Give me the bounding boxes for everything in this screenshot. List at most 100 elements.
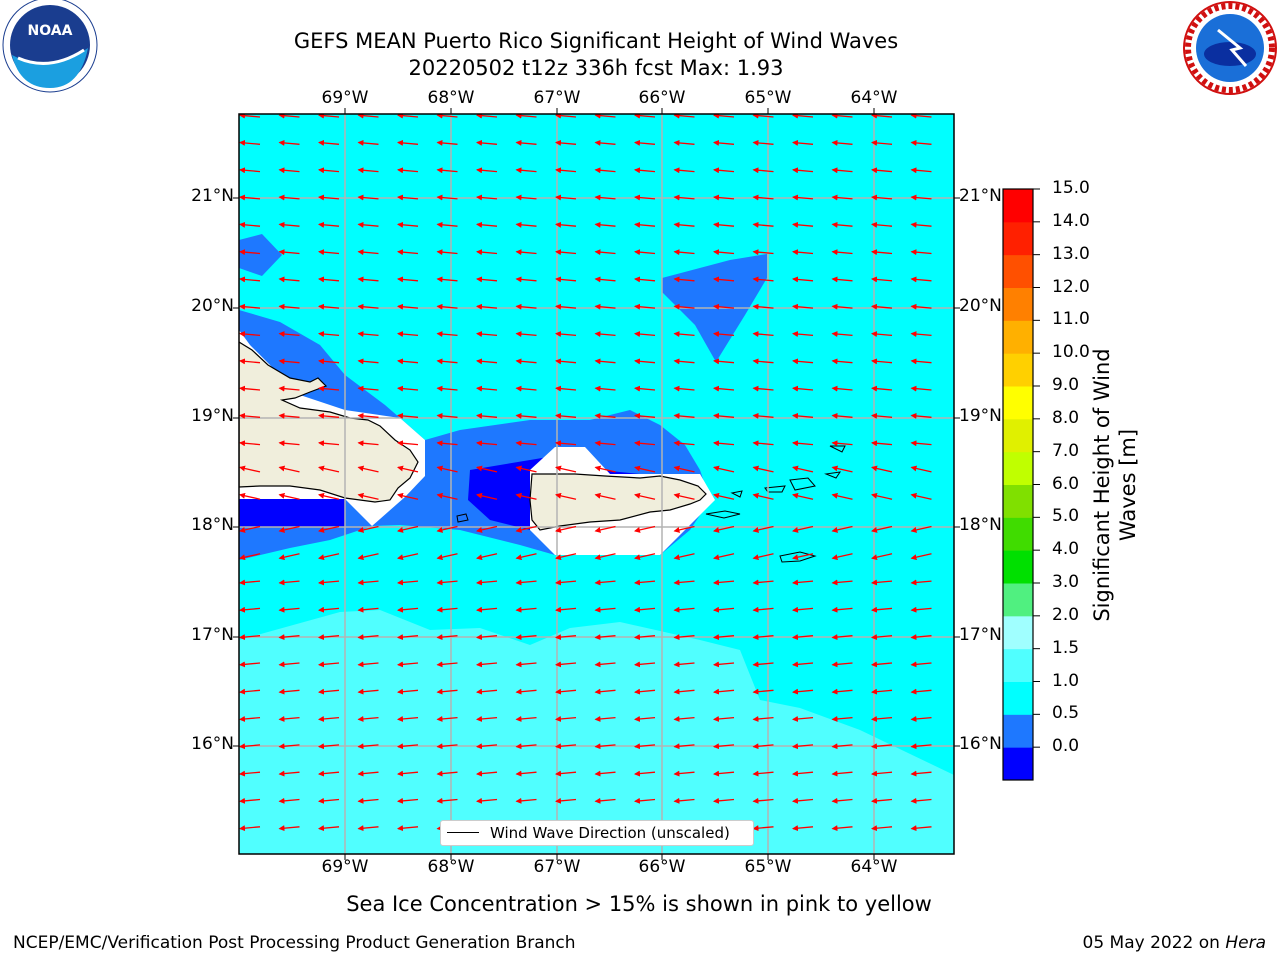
wind-wave-arrow: [634, 331, 656, 338]
wind-wave-arrow: [436, 114, 458, 119]
wind-wave-arrow: [397, 331, 419, 338]
wind-wave-arrow: [713, 385, 735, 392]
wind-wave-arrow: [357, 825, 379, 832]
wind-wave-arrow: [910, 167, 932, 174]
colorbar-segment: [1003, 714, 1033, 748]
wind-wave-arrow: [713, 606, 735, 613]
wind-wave-arrow: [318, 358, 340, 365]
wind-wave-arrow: [713, 358, 735, 365]
wind-wave-arrow: [239, 358, 261, 365]
colorbar-tick-label: 3.0: [1052, 572, 1080, 592]
wind-wave-arrow: [397, 715, 419, 722]
wind-wave-arrow: [436, 331, 458, 338]
wind-wave-arrow: [239, 688, 261, 695]
wind-wave-arrow: [634, 358, 656, 365]
wind-wave-arrow: [318, 770, 340, 777]
wind-wave-arrow: [239, 492, 261, 500]
wind-wave-arrow: [476, 221, 498, 228]
wind-wave-arrow: [318, 797, 340, 804]
wind-wave-arrow: [397, 167, 419, 174]
wind-wave-arrow: [673, 276, 695, 283]
lon-label-bottom: 67°W: [533, 857, 581, 877]
wind-wave-arrow: [278, 385, 300, 392]
wind-wave-arrow: [634, 465, 656, 473]
wind-wave-arrow: [476, 492, 498, 500]
wind-wave-arrow: [831, 661, 853, 668]
wind-wave-arrow: [397, 194, 419, 201]
wind-wave-arrow: [752, 440, 774, 447]
wind-wave-arrow: [436, 139, 458, 146]
wind-wave-arrow: [318, 525, 340, 533]
lon-label-top: 68°W: [427, 88, 475, 108]
national-weather-service-logo: [1183, 1, 1277, 95]
wind-wave-arrow: [515, 743, 537, 750]
wind-wave-arrow: [515, 770, 537, 777]
wind-wave-arrow: [318, 743, 340, 750]
wind-wave-arrow: [831, 606, 853, 613]
wind-wave-arrow: [555, 715, 577, 722]
colorbar-tick-label: 4.0: [1052, 539, 1080, 560]
wind-wave-arrow: [555, 770, 577, 777]
wind-wave-arrow: [476, 634, 498, 641]
wind-wave-arrow: [476, 139, 498, 146]
wind-wave-arrow: [713, 440, 735, 447]
wind-wave-arrow: [436, 688, 458, 695]
wind-wave-arrow: [555, 688, 577, 695]
lat-label-left: 19°N: [191, 406, 234, 426]
wind-wave-arrow: [910, 412, 932, 419]
wind-wave-arrow: [239, 114, 261, 119]
wind-wave-arrow: [634, 412, 656, 419]
wind-wave-arrow: [239, 331, 261, 338]
wind-wave-arrow: [397, 688, 419, 695]
wind-wave-arrow: [278, 276, 300, 283]
wind-wave-arrow: [713, 194, 735, 201]
wind-wave-arrow: [278, 139, 300, 146]
wind-wave-arrow: [792, 825, 814, 832]
wind-wave-arrow: [397, 661, 419, 668]
wind-wave-arrow: [713, 770, 735, 777]
wind-wave-arrow: [476, 525, 498, 533]
wind-wave-arrow: [594, 465, 616, 473]
wind-wave-arrow: [318, 331, 340, 338]
wind-wave-arrow: [515, 440, 537, 447]
wind-wave-arrow: [357, 770, 379, 777]
wind-wave-arrow: [634, 525, 656, 533]
wind-wave-arrow: [713, 465, 735, 473]
wind-wave-arrow: [515, 167, 537, 174]
wind-wave-arrow: [476, 606, 498, 613]
wind-wave-arrow: [555, 276, 577, 283]
wind-wave-arrow: [634, 167, 656, 174]
wind-wave-arrow: [752, 492, 774, 500]
wind-wave-arrow: [792, 492, 814, 500]
wind-wave-arrow: [239, 276, 261, 283]
wind-wave-arrow: [634, 249, 656, 256]
wind-wave-arrow: [831, 194, 853, 201]
wind-wave-arrow: [713, 688, 735, 695]
wind-wave-arrow: [278, 634, 300, 641]
wind-wave-arrow: [673, 579, 695, 586]
lat-label-right: 17°N: [959, 625, 1002, 645]
wind-wave-arrow: [673, 221, 695, 228]
wind-wave-arrow: [318, 492, 340, 500]
colorbar-tick-label: 0.5: [1052, 703, 1080, 724]
wind-wave-arrow: [752, 606, 774, 613]
wind-wave-arrow: [713, 525, 735, 533]
colorbar-segment: [1003, 550, 1033, 584]
wind-wave-arrow: [792, 440, 814, 447]
wind-wave-arrow: [792, 276, 814, 283]
wind-wave-arrow: [555, 385, 577, 392]
wind-wave-arrow: [278, 661, 300, 668]
colorbar-segment: [1003, 221, 1033, 256]
wind-wave-arrow: [752, 661, 774, 668]
wind-wave-arrow: [515, 525, 537, 533]
wind-wave-arrow: [792, 114, 814, 119]
wind-wave-arrow: [239, 167, 261, 174]
wind-wave-arrow: [713, 303, 735, 310]
wind-wave-arrow: [792, 579, 814, 586]
wind-wave-arrow: [871, 553, 893, 561]
wind-wave-arrow: [357, 525, 379, 533]
wind-wave-arrow: [357, 385, 379, 392]
wind-wave-arrow: [515, 114, 537, 119]
wind-wave-arrow: [752, 797, 774, 804]
wind-wave-arrow: [476, 661, 498, 668]
